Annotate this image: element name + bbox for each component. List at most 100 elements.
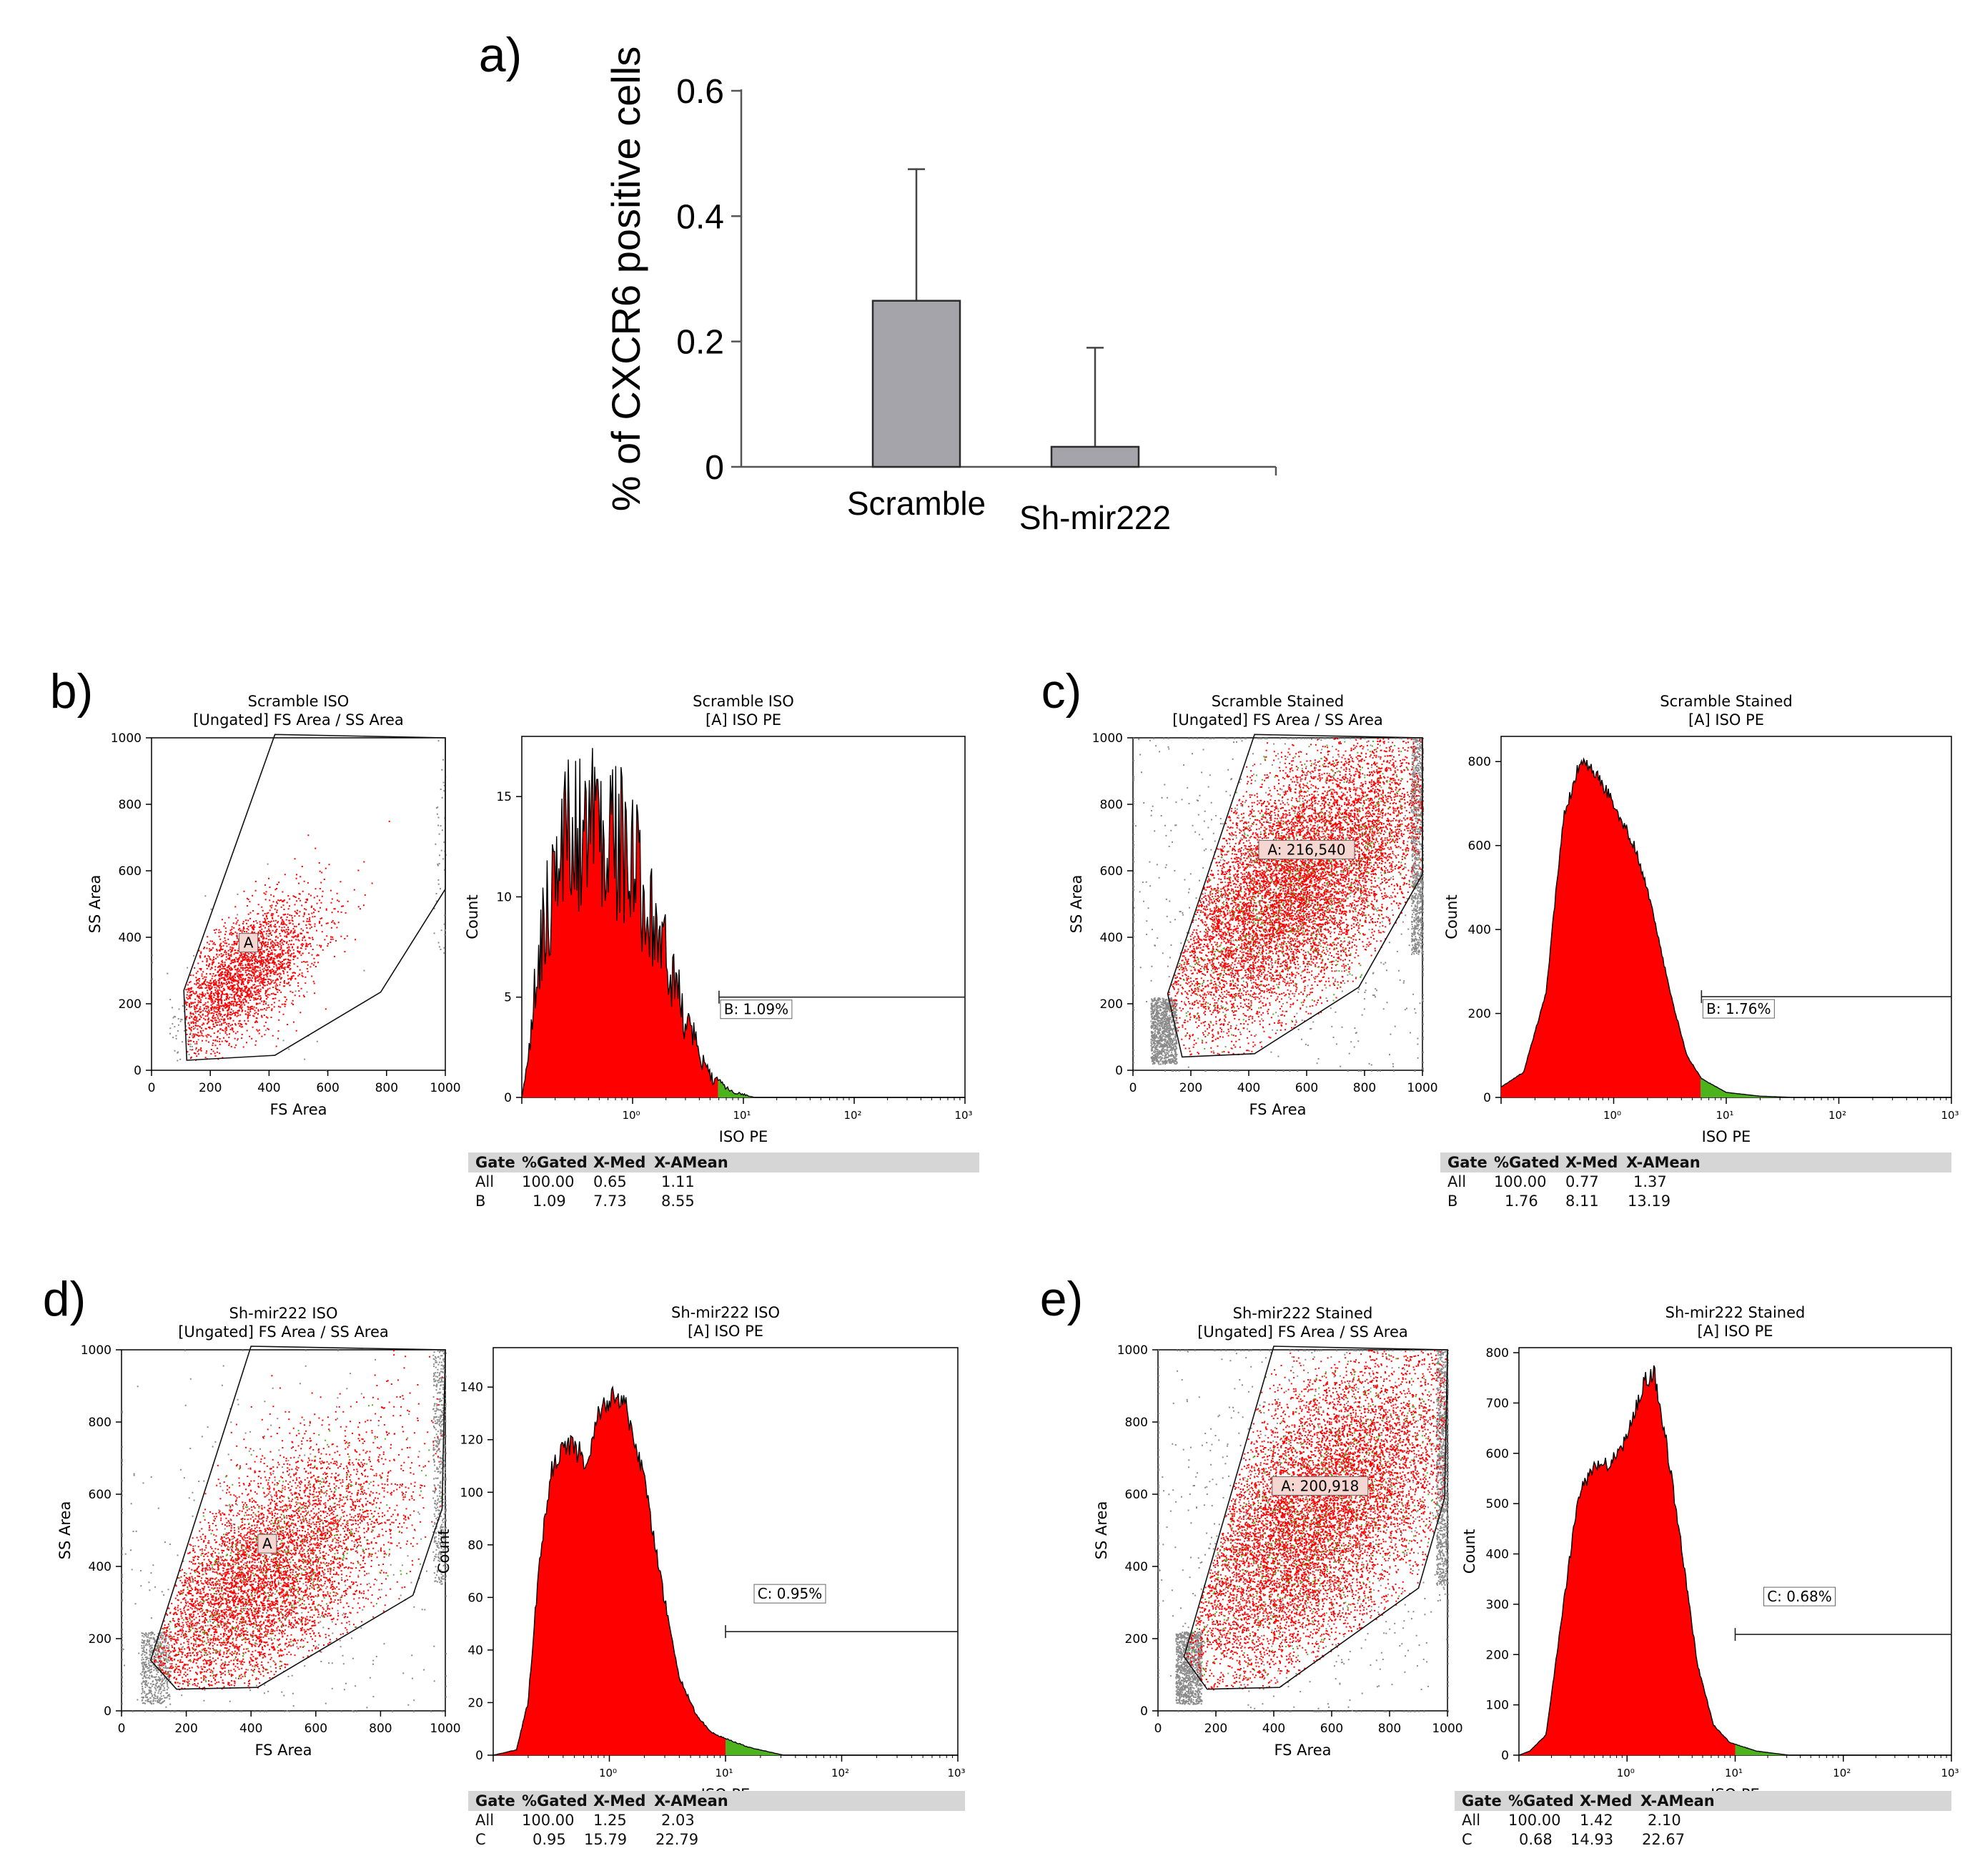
scatter-plot-b: Scramble ISO[Ungated] FS Area / SS Area A… <box>86 693 461 1118</box>
gate-label: A <box>244 934 254 952</box>
x-tick-label: 200 <box>199 1081 222 1095</box>
y-tick-label: 200 <box>1486 1648 1509 1662</box>
y-tick-label: 0 <box>1501 1749 1509 1763</box>
y-tick-label: 800 <box>1100 798 1123 812</box>
stats-header-row: Gate %Gated X-Med X-AMean <box>468 1791 965 1811</box>
stats-row: All 100.00 0.65 1.11 <box>468 1172 979 1192</box>
x-tick-label: 800 <box>369 1722 392 1736</box>
histogram-fill-positive <box>726 1738 958 1755</box>
histogram-title: Scramble Stained <box>1660 693 1792 710</box>
x-tick-label: 600 <box>1295 1081 1318 1095</box>
scatter-points-ungated <box>1133 738 1424 1072</box>
gate-label: A: 216,540 <box>1267 841 1345 858</box>
gate-label-box <box>257 1534 277 1554</box>
histogram-title: Sh-mir222 Stained <box>1665 1304 1806 1321</box>
histogram-outline <box>1500 757 1951 1098</box>
y-tick-label: 100 <box>460 1486 483 1500</box>
x-tick-label: 800 <box>1378 1722 1401 1736</box>
stats-cell: 100.00 <box>1494 1173 1547 1190</box>
x-tick-label: 0 <box>1154 1722 1162 1736</box>
histogram-gate-label: B: 1.09% <box>724 1001 788 1018</box>
gate-polygon-a <box>149 1346 446 1690</box>
y-tick-label: 800 <box>1125 1416 1148 1430</box>
stats-col-xamean: X-AMean <box>654 1154 728 1171</box>
gate-polygon-a <box>1183 1346 1448 1690</box>
stats-col-xamean: X-AMean <box>654 1792 728 1810</box>
histogram-b: Scramble ISO[A] ISO PE B: 1.09% 10⁰ 10¹ 10² 1… <box>464 693 973 1145</box>
stats-cell: 1.25 <box>593 1812 627 1829</box>
y-axis-label: Count <box>1443 894 1460 939</box>
stats-row: All 100.00 1.25 2.03 <box>468 1811 965 1830</box>
scatter-title: Sh-mir222 Stained <box>1233 1305 1373 1322</box>
y-tick-label: 800 <box>1468 755 1491 769</box>
x-tick-label: 600 <box>305 1722 327 1736</box>
histogram-fill-negative <box>522 748 718 1097</box>
scatter-plot-frame <box>151 737 446 1071</box>
x-tick-label: 10² <box>1833 1767 1851 1779</box>
x-axis-label: ISO PE <box>1702 1128 1751 1145</box>
y-tick-label: 200 <box>119 997 142 1012</box>
stats-col-xmed: X-Med <box>593 1154 646 1171</box>
histogram-e: Sh-mir222 Stained [A] ISO PE C: 0.68% 10⁰ 10… <box>1461 1304 1959 1803</box>
x-tick-label: 10⁰ <box>622 1109 640 1122</box>
stats-cell: 0.68 <box>1519 1831 1553 1848</box>
stats-cell: 0.77 <box>1565 1173 1599 1190</box>
stats-col-xamean: X-AMean <box>1626 1154 1701 1171</box>
y-tick-label: 0.2 <box>676 324 724 362</box>
gate-label: A <box>262 1535 272 1552</box>
stats-row: C 0.68 14.93 22.67 <box>1455 1830 1951 1850</box>
scatter-subtitle: [Ungated] FS Area / SS Area <box>1172 711 1383 729</box>
stats-col-gate: Gate <box>1462 1792 1502 1810</box>
x-tick-label: 600 <box>316 1081 339 1095</box>
stats-cell: 13.19 <box>1628 1193 1671 1210</box>
stats-header-row: Gate %Gated X-Med X-AMean <box>1440 1152 1951 1172</box>
y-axis-label: SS Area <box>1093 1501 1110 1560</box>
y-axis-label: Count <box>1461 1529 1478 1574</box>
x-tick-label: 400 <box>1262 1722 1285 1736</box>
x-tick-label: 800 <box>1353 1081 1376 1095</box>
gate-label: A: 200,918 <box>1281 1477 1359 1494</box>
y-tick-label: 0 <box>475 1749 483 1763</box>
y-tick-label: 800 <box>89 1416 112 1430</box>
panel-b-stats-table: Gate %Gated X-Med X-AMean All 100.00 0.6… <box>468 1152 979 1211</box>
x-tick-label: 1000 <box>1432 1722 1462 1736</box>
y-tick-label: 200 <box>1100 997 1123 1012</box>
x-tick-label: 1000 <box>430 1081 460 1095</box>
histogram-fill-negative <box>1501 759 1701 1097</box>
x-tick-label-sh-mir222: Sh-mir222 <box>1019 499 1171 536</box>
histogram-d: Sh-mir222 ISO [A] ISO PE C: 0.95% 10⁰ 10¹ 10²… <box>435 1304 966 1803</box>
scatter-points-gated <box>1185 1350 1448 1691</box>
stats-cell: 1.37 <box>1633 1173 1667 1190</box>
histogram-subtitle: [A] ISO PE <box>1697 1323 1773 1340</box>
x-tick-label: 0 <box>148 1081 156 1095</box>
y-tick-label: 0 <box>1140 1704 1148 1719</box>
y-tick-label: 600 <box>1468 839 1491 854</box>
y-tick-label: 500 <box>1486 1497 1509 1511</box>
stats-col-gated: %Gated <box>522 1792 588 1810</box>
y-axis-label: Count <box>464 894 481 939</box>
histogram-gate-label-box <box>720 999 793 1020</box>
x-tick-label: 400 <box>257 1081 280 1095</box>
histogram-subtitle: [A] ISO PE <box>1688 711 1764 729</box>
panel-e-stats-table: Gate %Gated X-Med X-AMean All 100.00 1.4… <box>1455 1791 1951 1850</box>
x-tick-label: 10⁰ <box>1603 1109 1621 1122</box>
panel-e: e) Sh-mir222 Stained[Ungated] FS Area / S… <box>1040 1272 1959 1803</box>
stats-cell: 1.09 <box>533 1193 566 1210</box>
y-tick-label: 400 <box>1100 931 1123 945</box>
y-tick-label: 0 <box>504 1091 512 1105</box>
y-tick-label: 400 <box>1486 1548 1509 1562</box>
stats-col-xmed: X-Med <box>593 1792 646 1810</box>
histogram-fill-negative <box>1519 1365 1736 1755</box>
scatter-plot-d: Sh-mir222 ISO[Ungated] FS Area / SS Area… <box>56 1305 461 1759</box>
y-tick-label: 140 <box>460 1381 483 1395</box>
y-tick-label: 600 <box>89 1488 112 1502</box>
stats-cell: B <box>475 1193 486 1210</box>
stats-header-row: Gate %Gated X-Med X-AMean <box>468 1152 979 1172</box>
y-tick-label: 200 <box>89 1632 112 1647</box>
stats-cell: 2.10 <box>1648 1812 1681 1829</box>
y-tick-label: 15 <box>496 790 512 804</box>
stats-row: All 100.00 0.77 1.37 <box>1440 1172 1951 1192</box>
stats-row: C 0.95 15.79 22.79 <box>468 1830 965 1850</box>
histogram-gate-label-box <box>753 1584 826 1604</box>
stats-cell: 22.67 <box>1642 1831 1685 1848</box>
